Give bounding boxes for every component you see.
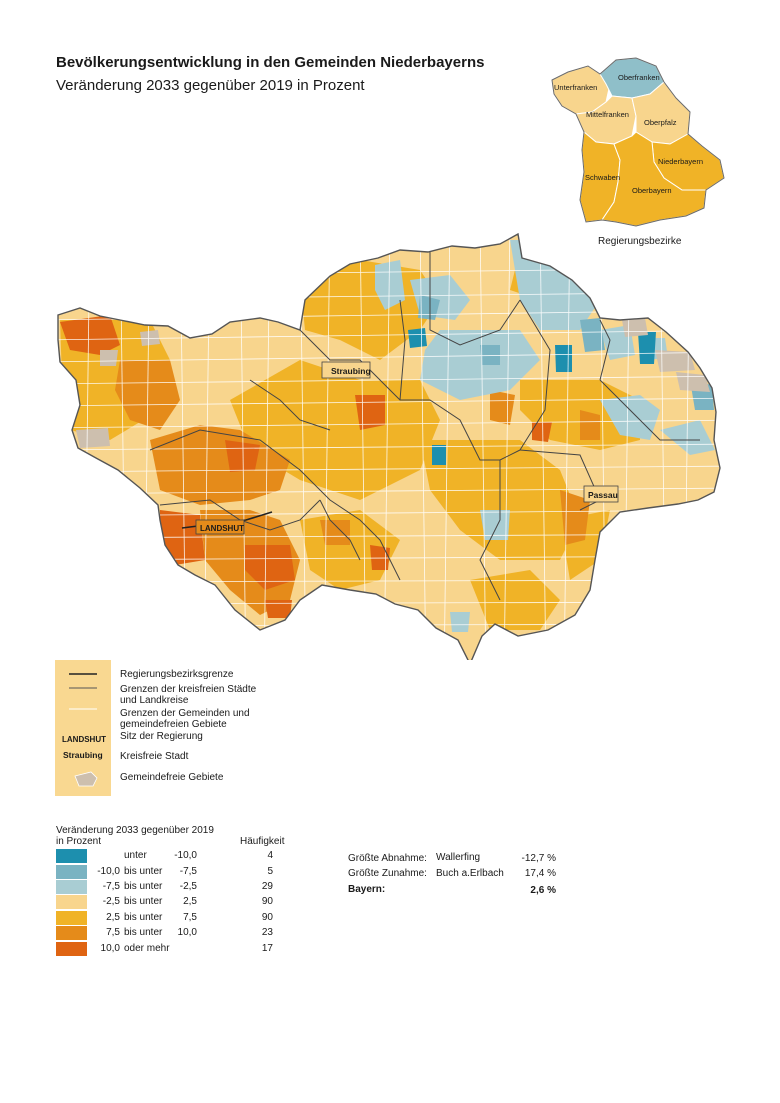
stat-increase-label: Größte Zunahme: (348, 868, 427, 879)
class-legend-title: Veränderung 2033 gegenüber 2019 in Proze… (56, 825, 214, 847)
legend-label-regierungsbezirksgrenze: Regierungsbezirksgrenze (120, 669, 234, 680)
class-to: -10,0 (174, 850, 197, 861)
legend-label-landkreisgrenzen: Grenzen der kreisfreien Städte und Landk… (120, 684, 257, 706)
city-label-passau: Passau (588, 490, 618, 500)
city-passau-marker: Passau (583, 485, 619, 503)
stat-bayern-value: 2,6 % (530, 885, 556, 896)
class-swatch (56, 942, 87, 956)
class-range-word: bis unter (124, 896, 163, 907)
class-swatch (56, 849, 87, 863)
class-to: -2,5 (179, 881, 197, 892)
class-swatch (56, 895, 87, 909)
inset-label-oberbayern: Oberbayern (632, 186, 672, 195)
stat-decrease-place: Wallerfing (436, 852, 481, 863)
district-borders (149, 250, 700, 601)
class-count: 23 (261, 927, 273, 938)
legend-label-gemeindegrenzen: Grenzen der Gemeinden und gemeindefreien… (120, 708, 250, 730)
legend-unincorporated-sample (74, 771, 98, 787)
class-to: 2,5 (183, 896, 197, 907)
class-range-word: bis unter (124, 866, 163, 877)
city-landshut-marker: LANDSHUT (195, 519, 245, 535)
class-range-word: oder mehr (124, 943, 170, 954)
class-range-word: bis unter (124, 881, 163, 892)
class-from: -2,5 (102, 896, 120, 907)
class-count: 90 (261, 896, 273, 907)
class-from: 7,5 (106, 927, 120, 938)
inset-label-mittelfranken: Mittelfranken (586, 110, 629, 119)
stat-decrease-label: Größte Abnahme: (348, 853, 427, 864)
class-from: -7,5 (102, 881, 120, 892)
class-count: 17 (261, 943, 273, 954)
legend-label-kreisfreie-stadt: Kreisfreie Stadt (120, 751, 189, 762)
class-range-word: bis unter (124, 912, 163, 923)
inset-caption: Regierungsbezirke (598, 236, 682, 247)
class-swatch (56, 865, 87, 879)
niederbayern-outline (57, 232, 721, 660)
inset-label-oberpfalz: Oberpfalz (644, 118, 677, 127)
class-count: 4 (267, 850, 273, 861)
stat-decrease-value: -12,7 % (521, 853, 556, 864)
class-swatch (56, 911, 87, 925)
inset-label-unterfranken: Unterfranken (554, 83, 597, 92)
inset-label-oberfranken: Oberfranken (618, 73, 660, 82)
class-from: 10,0 (100, 943, 120, 954)
class-count: 5 (267, 866, 273, 877)
legend-sample-straubing: Straubing (63, 750, 103, 760)
class-from: 2,5 (106, 912, 120, 923)
class-to: 10,0 (177, 927, 197, 938)
class-to: -7,5 (179, 866, 197, 877)
class-swatch (56, 880, 87, 894)
inset-label-niederbayern: Niederbayern (658, 157, 703, 166)
map-subtitle: Veränderung 2033 gegenüber 2019 in Proze… (56, 77, 365, 94)
stat-bayern-label: Bayern: (348, 884, 386, 895)
map-class-minus7-5-areas (418, 295, 714, 410)
map-title: Bevölkerungsentwicklung in den Gemeinden… (56, 54, 485, 71)
frequency-header: Häufigkeit (240, 836, 285, 847)
legend-panel (55, 660, 111, 796)
inset-label-schwaben: Schwaben (585, 173, 620, 182)
class-range-word: unter (124, 850, 147, 861)
map-class-plus10-areas (60, 315, 552, 618)
stat-increase-place: Buch a.Erlbach (436, 868, 504, 879)
city-straubing-marker: Straubing (321, 361, 371, 379)
class-count: 90 (261, 912, 273, 923)
stat-increase-value: 17,4 % (524, 868, 556, 879)
legend-label-gemeindefreie-gebiete: Gemeindefreie Gebiete (120, 772, 224, 783)
class-to: 7,5 (183, 912, 197, 923)
city-label-straubing: Straubing (331, 366, 371, 376)
bayern-inset-map: Unterfranken Oberfranken Mittelfranken O… (551, 57, 725, 227)
class-swatch (56, 926, 87, 940)
niederbayern-choropleth-map: Straubing Passau LANDSHUT (57, 232, 721, 660)
city-label-landshut: LANDSHUT (200, 524, 244, 533)
class-range-word: bis unter (124, 927, 163, 938)
legend-sample-landshut: LANDSHUT (62, 735, 106, 744)
legend-samples (69, 673, 98, 787)
class-count: 29 (261, 881, 273, 892)
legend-label-sitz-der-regierung: Sitz der Regierung (120, 731, 203, 742)
class-from: -10,0 (97, 866, 120, 877)
